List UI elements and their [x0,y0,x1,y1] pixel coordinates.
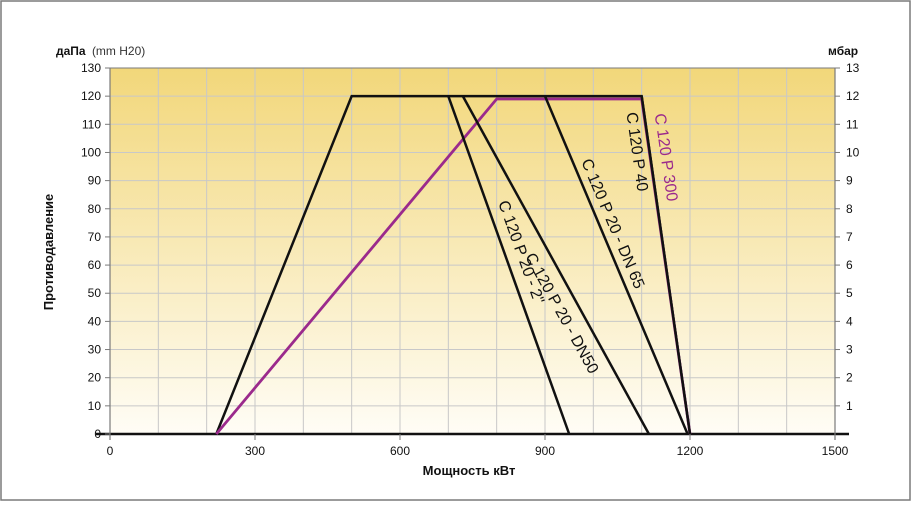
y-unit-right: мбар [828,44,858,58]
series-line-c-120-p-20-dn50 [461,95,651,435]
y-tick-label-right: 1 [846,399,853,413]
y-tick-label-right: 12 [846,89,860,103]
series-line-c-120-p-40 [640,95,692,435]
y-unit-left-bold: даПа [56,44,86,58]
y-tick-label-left: 20 [88,371,102,385]
y-tick-label-left: 90 [88,174,102,188]
y-tick-label-left: 70 [88,230,102,244]
x-tick-label: 600 [390,444,410,458]
y-tick-label-right: 6 [846,258,853,272]
y-tick-label-left: 0 [94,427,101,441]
x-tick-label: 1200 [677,444,704,458]
y-unit-left-extra: (mm H20) [92,44,145,58]
y-tick-label-right: 8 [846,202,853,216]
y-axis-label: Противодавление [41,194,56,311]
y-tick-label-right: 13 [846,61,860,75]
y-tick-label-right: 2 [846,371,853,385]
y-tick-label-left: 10 [88,399,102,413]
series-line-c-120-p-20-2 [447,95,571,435]
y-tick-label-left: 30 [88,343,102,357]
x-tick-label: 900 [535,444,555,458]
y-tick-label-left: 80 [88,202,102,216]
x-tick-label: 300 [245,444,265,458]
x-axis-label: Мощность кВт [423,463,516,478]
y-tick-label-left: 100 [81,145,101,159]
y-unit-left: даПа (mm H20) [56,44,145,58]
series-line-c-120-p-20-dn-65 [543,95,689,435]
y-tick-label-right: 4 [846,314,853,328]
y-tick-label-left: 120 [81,89,101,103]
y-tick-label-left: 40 [88,314,102,328]
y-tick-label-right: 3 [846,343,853,357]
plot-background [110,68,835,434]
y-tick-label-right: 7 [846,230,853,244]
y-tick-label-right: 10 [846,145,860,159]
y-tick-label-right: 5 [846,286,853,300]
x-tick-label: 1500 [822,444,849,458]
y-tick-label-left: 130 [81,61,101,75]
y-tick-label-right: 9 [846,174,853,188]
y-tick-label-right: 11 [846,117,859,131]
y-tick-label-left: 50 [88,286,102,300]
y-tick-label-left: 110 [82,117,101,131]
x-tick-label: 0 [107,444,114,458]
y-tick-label-left: 60 [88,258,102,272]
